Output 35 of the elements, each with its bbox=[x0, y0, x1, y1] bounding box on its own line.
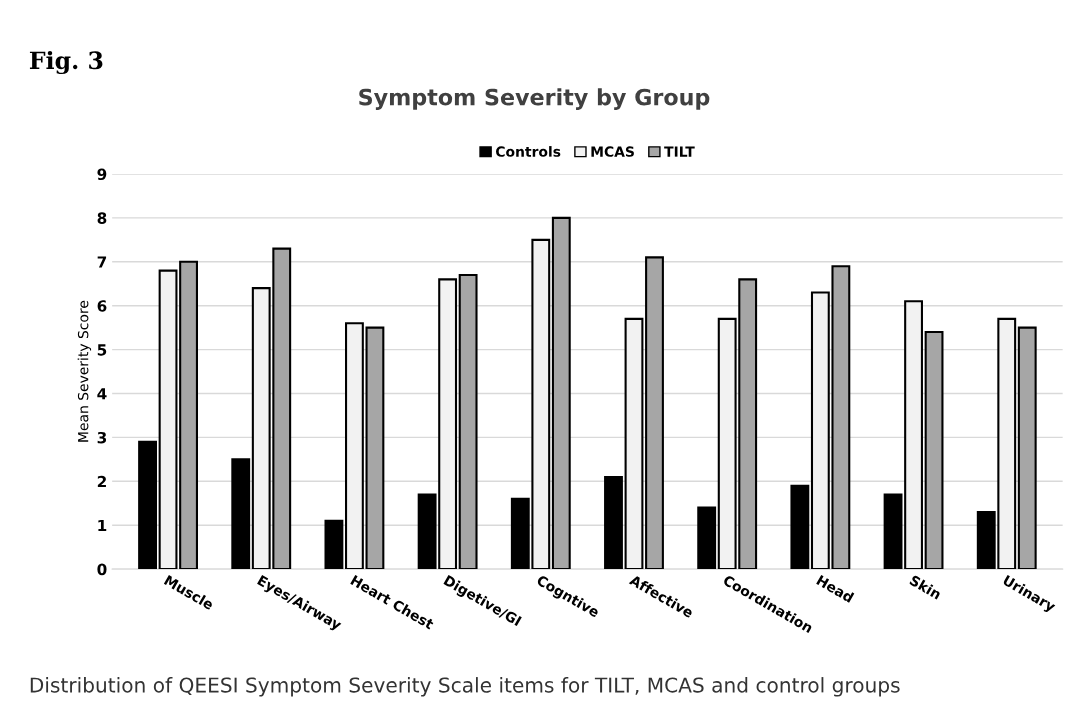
bar bbox=[324, 519, 344, 570]
bar bbox=[231, 458, 251, 570]
bar bbox=[904, 300, 923, 570]
legend-label: TILT bbox=[664, 146, 695, 157]
y-tick-label: 6 bbox=[97, 300, 107, 312]
y-tick-label: 4 bbox=[97, 388, 107, 400]
bar bbox=[624, 317, 644, 570]
caption: Fig. 3 bbox=[29, 50, 103, 75]
bar bbox=[158, 269, 178, 570]
bar bbox=[551, 216, 571, 570]
y-tick-label: 1 bbox=[98, 519, 107, 532]
chart-title: Symptom Severity by Group bbox=[359, 88, 710, 110]
legend-label: Controls bbox=[496, 146, 561, 157]
bar bbox=[138, 440, 157, 570]
legend-label: MCAS bbox=[591, 146, 634, 157]
y-tick-label: 3 bbox=[97, 431, 107, 444]
y-axis-title: Mean Severity Score bbox=[77, 300, 92, 442]
y-tick-label: 8 bbox=[97, 212, 107, 224]
bar bbox=[645, 256, 664, 570]
bar bbox=[458, 273, 478, 570]
y-tick-label: 7 bbox=[97, 256, 107, 268]
bar bbox=[365, 326, 385, 570]
y-tick-label: 5 bbox=[97, 344, 107, 356]
y-tick-label: 2 bbox=[97, 475, 106, 488]
bar bbox=[604, 475, 623, 570]
bar bbox=[697, 506, 717, 570]
bar bbox=[1017, 326, 1037, 570]
bar bbox=[790, 484, 810, 570]
bar bbox=[179, 260, 198, 570]
text: Distribution of QEESI Symptom Severity Scale items for TILT, MCAS and control groups bbox=[30, 677, 900, 697]
y-tick-label: 9 bbox=[97, 168, 107, 181]
bar bbox=[924, 331, 944, 570]
y-tick-label: 0 bbox=[97, 563, 107, 576]
bar bbox=[345, 322, 364, 570]
bar bbox=[883, 493, 903, 570]
